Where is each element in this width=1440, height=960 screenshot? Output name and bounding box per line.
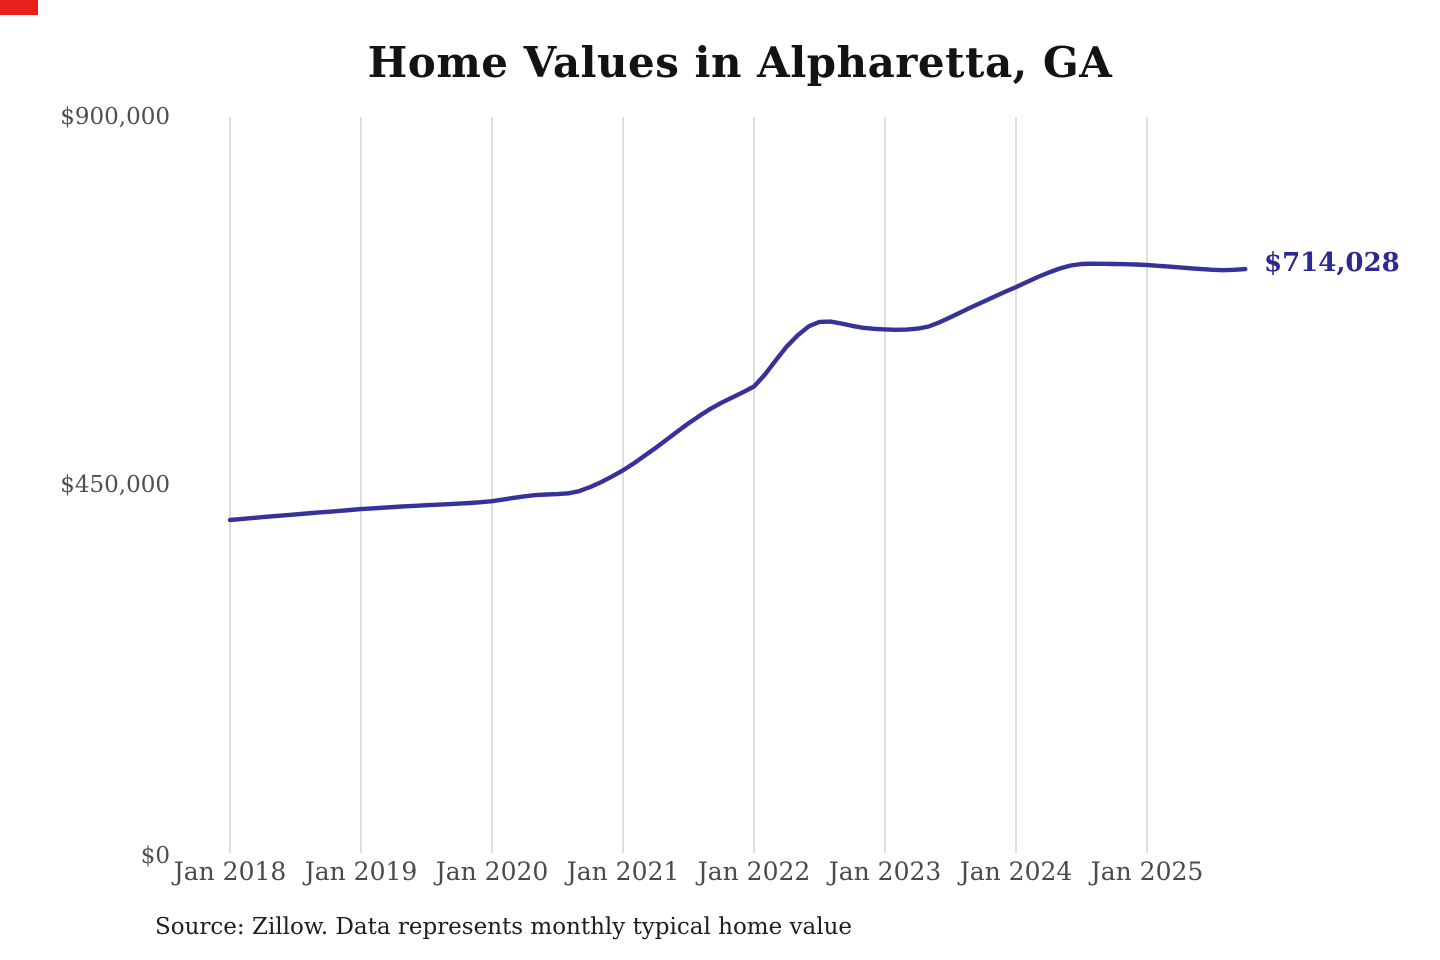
x-axis-label-2022: Jan 2022 <box>697 857 811 886</box>
x-axis-label-2024: Jan 2024 <box>959 857 1073 886</box>
latest-value-label: $714,028 <box>1264 248 1400 278</box>
y-axis-label-900k: $900,000 <box>60 104 170 130</box>
x-axis-label-2018: Jan 2018 <box>173 857 287 886</box>
x-axis-label-2021: Jan 2021 <box>566 857 680 886</box>
x-axis-label-2023: Jan 2023 <box>828 857 942 886</box>
chart-title: Home Values in Alpharetta, GA <box>367 38 1113 87</box>
y-axis-label-0: $0 <box>140 843 170 869</box>
home-value-line <box>227 261 1248 523</box>
source-note: Source: Zillow. Data represents monthly … <box>155 914 853 940</box>
y-axis-label-450k: $450,000 <box>60 472 170 498</box>
x-axis-label-2025: Jan 2025 <box>1090 857 1204 886</box>
recording-indicator <box>0 0 38 15</box>
x-axis-label-2019: Jan 2019 <box>304 857 418 886</box>
x-axis-label-2020: Jan 2020 <box>435 857 549 886</box>
